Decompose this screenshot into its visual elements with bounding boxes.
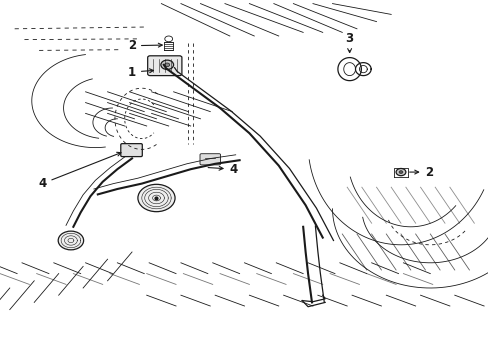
- Circle shape: [395, 168, 405, 176]
- Circle shape: [161, 60, 173, 69]
- Text: 4: 4: [208, 163, 238, 176]
- Text: 4: 4: [38, 152, 121, 190]
- Circle shape: [398, 171, 402, 174]
- Text: 2: 2: [127, 39, 162, 52]
- FancyBboxPatch shape: [147, 56, 182, 76]
- Text: 3: 3: [345, 32, 353, 53]
- Circle shape: [164, 63, 169, 67]
- FancyBboxPatch shape: [200, 154, 220, 165]
- Text: 1: 1: [127, 66, 153, 78]
- FancyBboxPatch shape: [121, 144, 142, 157]
- Circle shape: [58, 231, 83, 250]
- Text: 2: 2: [409, 166, 433, 179]
- Circle shape: [138, 184, 175, 212]
